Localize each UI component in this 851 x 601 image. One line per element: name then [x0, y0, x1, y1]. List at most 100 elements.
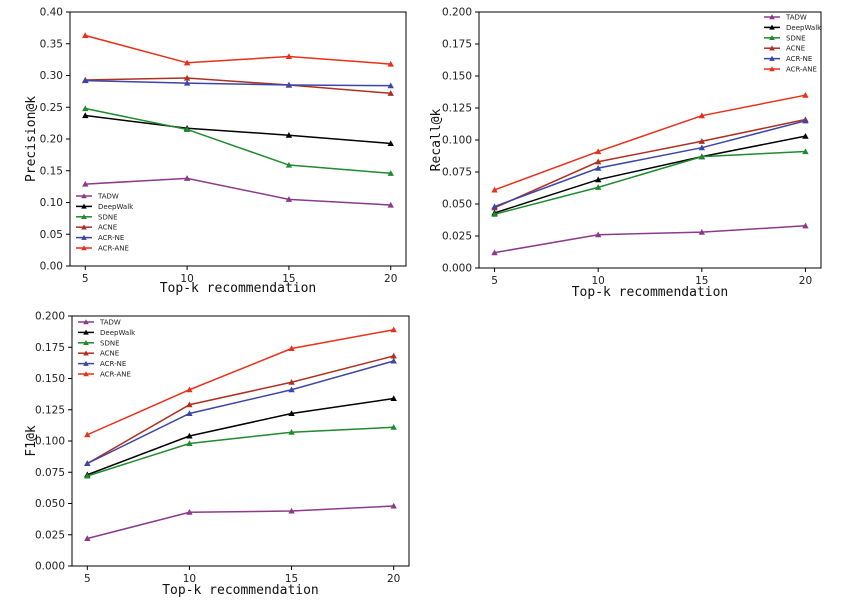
precision-data-point-deepwalk	[387, 140, 394, 147]
precision-legend-label: DeepWalk	[98, 203, 134, 211]
precision-x-tick-label: 10	[180, 273, 193, 285]
recall-y-tick-label: 0.100	[442, 135, 472, 147]
precision-series-line-acne	[85, 77, 391, 95]
precision-x-tick-label: 5	[82, 273, 89, 285]
precision-data-point-tadw	[82, 180, 89, 187]
precision-data-point-acne	[387, 90, 394, 96]
precision-legend-marker	[81, 224, 87, 230]
recall-data-point-deepwalk	[594, 176, 602, 183]
f1-series-line-tadw	[87, 505, 394, 540]
recall-series-line-tadw	[494, 225, 806, 254]
f1-data-point-deepwalk	[288, 410, 295, 417]
recall-legend-label: ACR-NE	[786, 55, 812, 63]
precision-y-tick-label: 0.25	[40, 102, 63, 114]
f1-data-point-acne	[390, 352, 397, 359]
precision-data-point-sdne	[387, 170, 394, 176]
f1-x-tick-label: 15	[285, 573, 298, 585]
precision-y-tick-label: 0.40	[40, 7, 63, 19]
recall-y-tick-label: 0.125	[442, 103, 472, 115]
precision-data-point-tadw	[387, 201, 394, 208]
recall-legend-marker	[769, 24, 775, 30]
recall-y-tick-label: 0.025	[442, 231, 472, 243]
recall-data-point-acr-ne	[594, 164, 602, 171]
f1-series-line-deepwalk	[87, 397, 394, 476]
recall-data-point-deepwalk	[802, 132, 809, 139]
precision-data-point-sdne	[183, 126, 191, 133]
f1-data-point-acr-ne	[390, 357, 397, 364]
f1-legend-marker	[83, 371, 89, 377]
precision-series-line-acr-ne	[85, 79, 391, 87]
precision-data-point-tadw	[183, 175, 191, 181]
recall-data-point-acne	[698, 138, 706, 144]
recall-y-tick-label: 0.050	[442, 199, 472, 211]
f1-y-tick-label: 0.175	[35, 342, 65, 354]
recall-data-point-acne	[594, 158, 602, 165]
precision-data-point-acr-ane	[82, 32, 89, 39]
f1-legend-marker	[83, 329, 89, 335]
recall-legend-label: TADW	[785, 14, 807, 22]
f1-data-point-acr-ane	[288, 345, 295, 352]
precision-legend: TADW DeepWalk SDNE ACNE ACR-NE ACR-ANE	[76, 193, 134, 253]
recall-y-tick-label: 0.000	[442, 263, 472, 275]
f1-data-point-sdne	[186, 440, 193, 447]
f1-legend-marker	[83, 319, 89, 325]
recall-data-point-sdne	[802, 148, 809, 155]
f1-x-tick-label: 20	[387, 573, 400, 585]
recall-series-line-acr-ane	[494, 94, 806, 191]
f1-y-tick-label: 0.200	[35, 311, 65, 323]
recall-y-tick-label: 0.075	[442, 167, 472, 179]
f1-y-tick-label: 0.025	[35, 529, 65, 541]
recall-data-point-sdne	[698, 153, 706, 160]
f1-x-axis-title: Top-k recommendation	[162, 583, 319, 598]
f1-series-line-acr-ne	[86, 360, 394, 465]
f1-data-point-acr-ne	[84, 460, 91, 467]
f1-y-tick-label: 0.150	[35, 373, 65, 385]
recall-x-tick-label: 15	[695, 275, 708, 287]
precision-y-tick-label: 0.30	[40, 70, 63, 82]
recall-x-tick-label: 5	[491, 275, 498, 287]
precision-legend-marker	[81, 245, 87, 251]
precision-data-point-acr-ne	[82, 77, 89, 84]
precision-y-tick-label: 0.20	[40, 134, 63, 146]
recall-data-point-tadw	[698, 228, 706, 235]
f1-data-point-tadw	[288, 507, 295, 514]
recall-legend-label: ACNE	[786, 45, 805, 53]
precision-legend-marker	[81, 193, 87, 199]
recall-y-axis-title: Recall@k	[429, 109, 444, 172]
f1-data-point-acr-ane	[186, 386, 193, 393]
f1-y-tick-label: 0.050	[35, 498, 65, 510]
recall-x-axis-title: Top-k recommendation	[572, 285, 729, 300]
chart-precision: 0.00 0.05 0.10 0.15 0.20 0.25 0.30 0.35 0.40 5 10 1…	[24, 7, 407, 296]
precision-series-line-sdne	[85, 107, 391, 175]
recall-data-point-acr-ne	[491, 203, 498, 210]
recall-series-line-deepwalk	[494, 135, 806, 214]
f1-data-point-tadw	[84, 535, 91, 542]
f1-legend: TADW DeepWalk SDNE ACNE ACR-NE ACR-ANE	[78, 319, 136, 379]
precision-legend-marker	[81, 203, 87, 209]
precision-series-line-deepwalk	[85, 114, 391, 145]
precision-data-point-tadw	[285, 196, 293, 202]
recall-legend-label: SDNE	[786, 34, 806, 42]
f1-x-tick-label: 10	[183, 573, 196, 585]
precision-data-point-acr-ne	[285, 81, 293, 88]
precision-y-tick-label: 0.35	[40, 38, 63, 50]
f1-y-tick-label: 0.100	[35, 436, 65, 448]
recall-legend-marker	[769, 66, 775, 72]
f1-data-point-tadw	[186, 509, 193, 515]
precision-y-axis-title: Precision@k	[24, 96, 39, 182]
recall-series-line-sdne	[494, 150, 806, 215]
f1-legend-label: ACR-NE	[100, 360, 126, 368]
precision-legend-marker	[81, 234, 87, 240]
recall-legend-marker	[769, 14, 775, 20]
recall-y-tick-label: 0.150	[442, 71, 472, 83]
precision-series-line-acr-ane	[85, 34, 391, 65]
precision-legend-label: TADW	[97, 193, 119, 201]
recall-legend-label: ACR-ANE	[786, 66, 817, 74]
f1-data-point-acr-ne	[186, 410, 193, 417]
f1-legend-label: TADW	[99, 319, 121, 327]
f1-series-line-acne	[86, 355, 394, 465]
recall-data-point-tadw	[802, 222, 809, 229]
precision-legend-label: ACR-ANE	[98, 245, 129, 253]
precision-legend-marker	[81, 214, 87, 220]
chart-f1: 0.000 0.025 0.050 0.075 0.100 0.125 0.150 0.175…	[24, 311, 410, 598]
